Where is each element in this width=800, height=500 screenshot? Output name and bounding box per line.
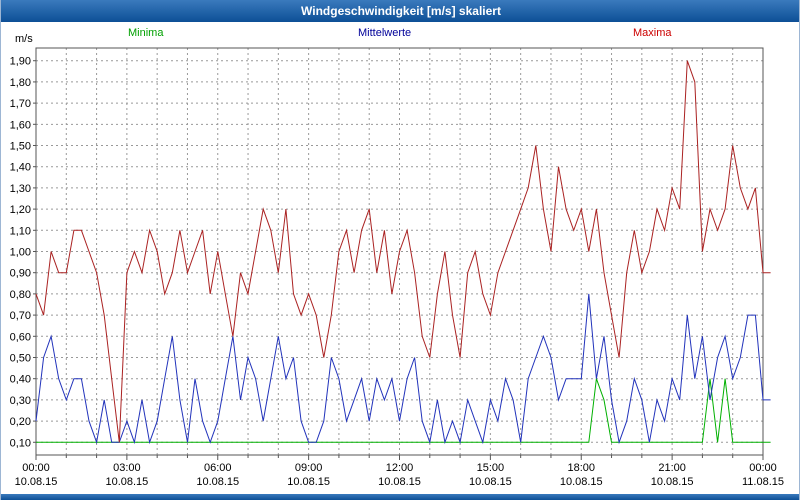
x-axis-date-label: 11.08.15 bbox=[742, 476, 784, 488]
y-axis-label: 0,70 bbox=[10, 310, 31, 322]
y-axis-label: 1,10 bbox=[10, 225, 31, 237]
y-axis-label: 0,50 bbox=[10, 352, 31, 364]
x-axis-date-label: 10.08.15 bbox=[287, 476, 330, 488]
legend-minima: Minima bbox=[128, 27, 164, 39]
grid bbox=[36, 48, 763, 455]
x-axis-date-label: 10.08.15 bbox=[15, 476, 58, 488]
legend-mittelwerte: Mittelwerte bbox=[358, 27, 412, 39]
x-axis-time-label: 09:00 bbox=[295, 462, 323, 474]
y-axis-label: 1,80 bbox=[10, 77, 31, 89]
x-axis-date-label: 10.08.15 bbox=[196, 476, 239, 488]
x-axis-date-label: 10.08.15 bbox=[469, 476, 512, 488]
series-maxima bbox=[35, 60, 771, 443]
y-axis-label: 0,80 bbox=[10, 289, 31, 301]
x-axis-date-label: 10.08.15 bbox=[378, 476, 421, 488]
title-bar: Windgeschwindigkeit [m/s] skaliert bbox=[1, 0, 799, 22]
x-axis-time-label: 00:00 bbox=[22, 462, 50, 474]
y-axis-label: 1,20 bbox=[10, 204, 31, 216]
y-axis-unit: m/s bbox=[15, 33, 33, 45]
y-axis-label: 1,90 bbox=[10, 56, 31, 68]
bottom-bar bbox=[1, 494, 799, 500]
x-axis-time-label: 12:00 bbox=[386, 462, 414, 474]
legend-maxima: Maxima bbox=[633, 27, 672, 39]
series-mittelwerte bbox=[35, 293, 771, 445]
y-axis-label: 0,90 bbox=[10, 268, 31, 280]
y-axis-label: 1,00 bbox=[10, 247, 31, 259]
y-axis-label: 0,40 bbox=[10, 374, 31, 386]
y-axis-label: 0,30 bbox=[10, 395, 31, 407]
x-axis-time-label: 06:00 bbox=[204, 462, 232, 474]
y-axis-labels: 0,10 0,20 0,30 0,40 0,50 0,60 0,70 0,80 0,90 1,00… bbox=[10, 56, 31, 450]
y-axis-label: 0,60 bbox=[10, 331, 31, 343]
y-axis-label: 1,70 bbox=[10, 98, 31, 110]
x-axis-time-label: 21:00 bbox=[658, 462, 686, 474]
x-axis-time-label: 00:00 bbox=[749, 462, 777, 474]
x-axis-time-label: 03:00 bbox=[113, 462, 141, 474]
x-axis-time-label: 18:00 bbox=[567, 462, 595, 474]
x-axis-date-label: 10.08.15 bbox=[560, 476, 603, 488]
y-axis-label: 1,60 bbox=[10, 119, 31, 131]
series-minima bbox=[36, 378, 771, 443]
y-axis-label: 1,50 bbox=[10, 141, 31, 153]
x-axis-date-label: 10.08.15 bbox=[651, 476, 694, 488]
x-axis-time-label: 15:00 bbox=[477, 462, 505, 474]
wind-speed-chart: 0,10 0,20 0,30 0,40 0,50 0,60 0,70 0,80 0,90 1,00… bbox=[10, 33, 784, 488]
y-axis-label: 1,30 bbox=[10, 183, 31, 195]
window-title: Windgeschwindigkeit [m/s] skaliert bbox=[301, 4, 501, 18]
y-axis-label: 1,40 bbox=[10, 162, 31, 174]
x-axis-labels: 00:00 10.08.15 03:00 10.08.15 06:00 10.08.15 0… bbox=[15, 462, 784, 488]
y-axis-label: 0,20 bbox=[10, 416, 31, 428]
y-axis-label: 0,10 bbox=[10, 437, 31, 449]
x-axis-date-label: 10.08.15 bbox=[105, 476, 148, 488]
axis-ticks bbox=[33, 60, 764, 460]
